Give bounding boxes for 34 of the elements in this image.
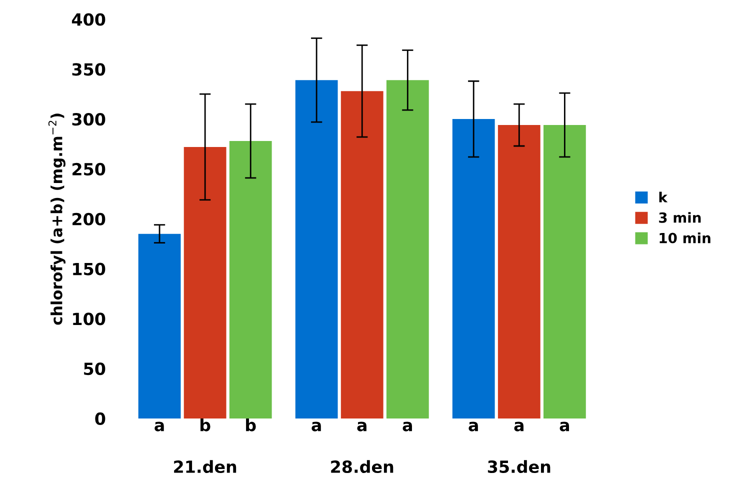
data-label: a xyxy=(312,422,321,432)
data-label: a xyxy=(514,422,524,432)
data-label: a xyxy=(154,422,164,432)
y-tick-label: 50 xyxy=(84,362,106,376)
bar xyxy=(498,125,540,418)
bar xyxy=(229,141,272,418)
bar xyxy=(386,80,429,418)
y-axis-title: chlorofyl (a+b) (mg.m$^{−2}$) xyxy=(48,114,66,325)
bar xyxy=(340,91,384,418)
data-label: b xyxy=(246,418,256,432)
bar xyxy=(295,80,338,418)
bar xyxy=(543,125,586,418)
y-tick-label: 400 xyxy=(72,13,106,26)
data-label: a xyxy=(560,422,569,432)
y-tick-label: 100 xyxy=(73,312,106,326)
y-tick-label: 250 xyxy=(72,162,106,176)
bar xyxy=(184,146,226,418)
data-label: a xyxy=(468,422,478,432)
y-tick-label: 200 xyxy=(72,212,106,226)
y-tick-label: 350 xyxy=(72,63,106,76)
y-tick-label: 150 xyxy=(73,262,106,276)
bar xyxy=(452,119,495,418)
data-label: a xyxy=(402,422,412,432)
y-tick-label: 0 xyxy=(95,412,106,426)
bar xyxy=(138,234,181,418)
legend-label: k xyxy=(659,192,668,202)
x-tick-label: 28.den xyxy=(331,460,394,474)
x-tick-label: 35.den xyxy=(488,460,550,474)
legend-label: 10 min xyxy=(660,232,710,244)
legend-label: 3 min xyxy=(659,212,701,223)
data-label: a xyxy=(357,422,366,432)
data-label: b xyxy=(200,418,210,432)
x-tick-label: 21.den xyxy=(174,460,236,474)
y-tick-label: 300 xyxy=(72,113,106,126)
